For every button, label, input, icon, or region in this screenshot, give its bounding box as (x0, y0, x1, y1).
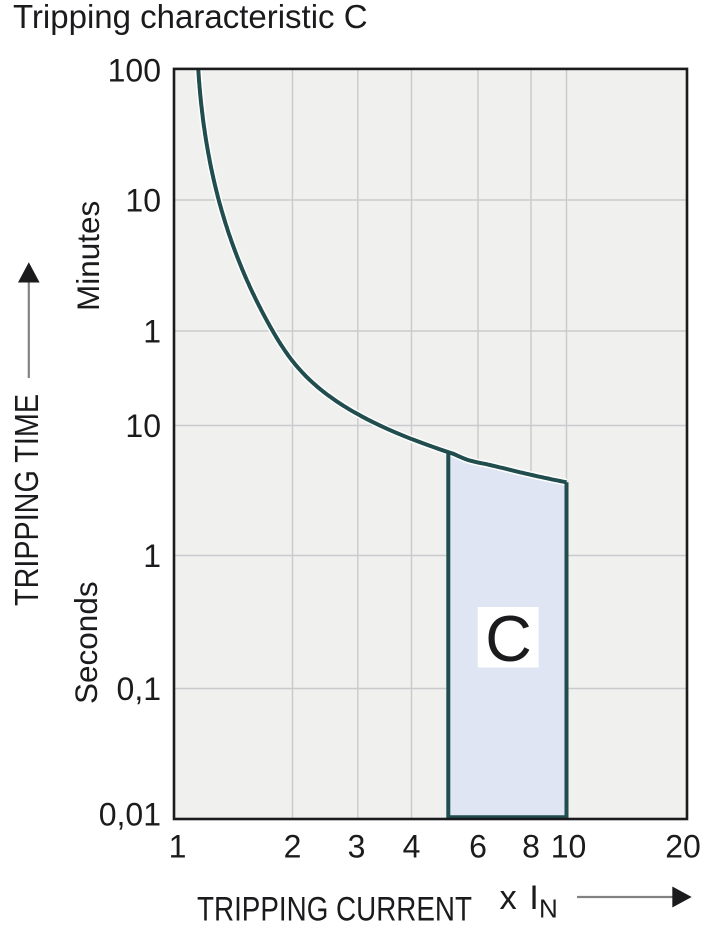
svg-text:TRIPPING TIME: TRIPPING TIME (8, 394, 45, 606)
svg-text:10: 10 (125, 183, 161, 219)
svg-text:0,1: 0,1 (117, 671, 161, 707)
svg-text:TRIPPING CURRENT: TRIPPING CURRENT (197, 891, 472, 928)
svg-text:10: 10 (551, 829, 587, 865)
svg-text:Minutes: Minutes (70, 201, 106, 311)
svg-text:6: 6 (469, 829, 487, 865)
svg-text:x: x (500, 879, 517, 917)
svg-text:C: C (485, 603, 532, 675)
svg-text:3: 3 (348, 829, 366, 865)
svg-text:0,01: 0,01 (99, 797, 161, 833)
svg-text:4: 4 (403, 829, 421, 865)
svg-text:I: I (529, 879, 539, 917)
svg-text:1: 1 (169, 829, 187, 865)
svg-text:20: 20 (665, 829, 701, 865)
svg-text:10: 10 (125, 408, 161, 444)
svg-text:1: 1 (143, 538, 161, 574)
svg-text:2: 2 (284, 829, 302, 865)
svg-text:N: N (539, 894, 558, 924)
svg-text:Tripping characteristic C: Tripping characteristic C (13, 0, 368, 35)
svg-text:100: 100 (108, 53, 161, 89)
svg-text:8: 8 (522, 829, 540, 865)
svg-text:1: 1 (143, 314, 161, 350)
svg-text:Seconds: Seconds (68, 581, 104, 704)
